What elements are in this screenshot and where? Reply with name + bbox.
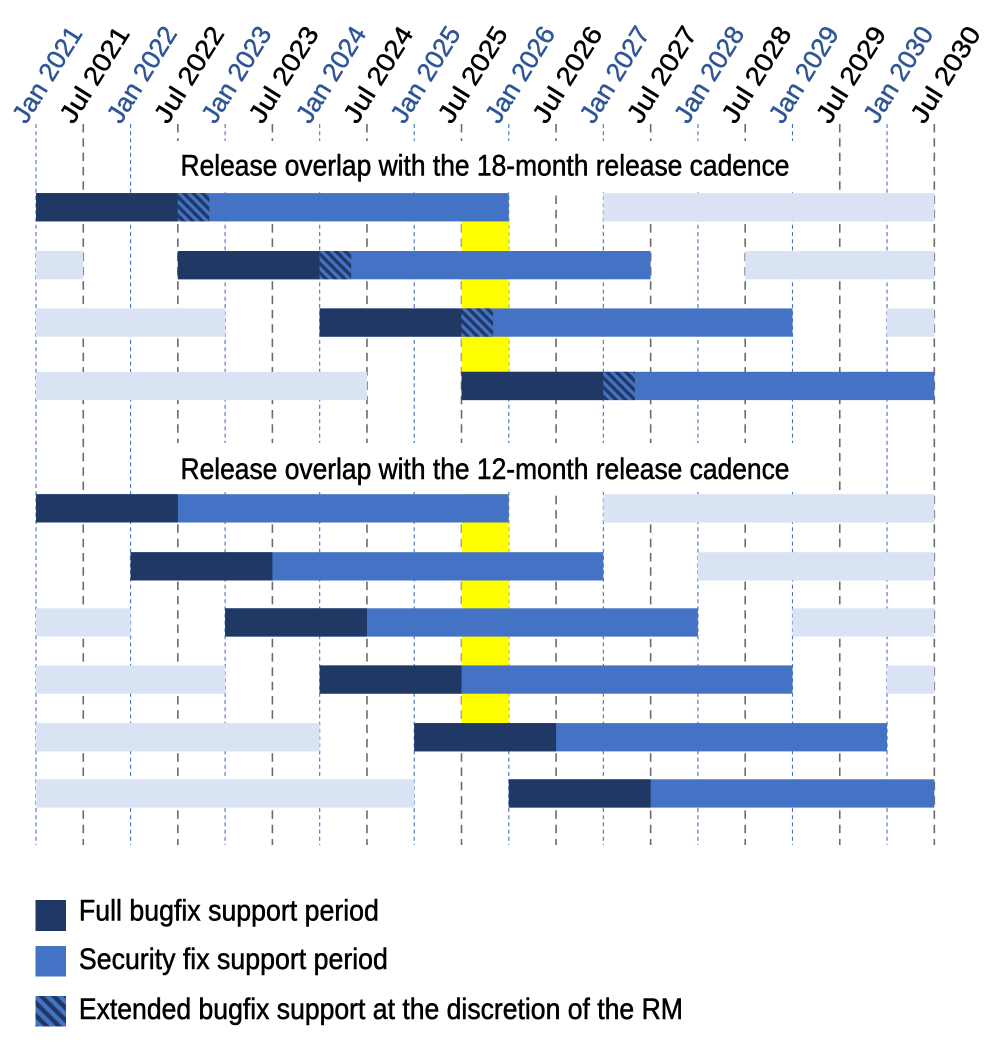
svg-text:Release overlap with the 18-mo: Release overlap with the 18-month releas… (181, 150, 790, 183)
svg-text:Extended bugfix support at the: Extended bugfix support at the discretio… (79, 993, 683, 1026)
svg-text:Security fix support period: Security fix support period (79, 943, 388, 976)
svg-text:Release overlap with the 12-mo: Release overlap with the 12-month releas… (181, 453, 790, 486)
svg-text:Full bugfix support period: Full bugfix support period (79, 895, 379, 928)
